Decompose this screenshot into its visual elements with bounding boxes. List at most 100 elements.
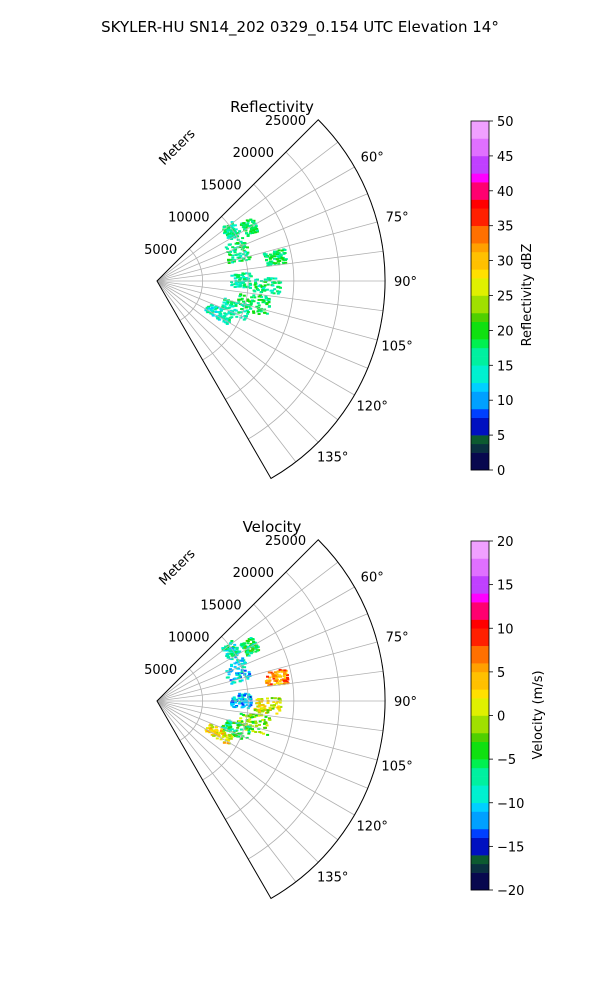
colorbar-tick-label: 35: [497, 220, 514, 235]
echo-pixel: [229, 641, 233, 644]
echo-pixel: [265, 681, 269, 684]
echo-pixel: [246, 233, 250, 236]
echo-pixel: [252, 310, 255, 313]
echo-pixel: [274, 702, 278, 705]
echo-pixel: [229, 230, 233, 233]
echo-pixel: [237, 299, 241, 302]
echo-pixel: [262, 709, 266, 712]
echo-pixel: [257, 727, 261, 730]
echo-pixel: [224, 321, 227, 324]
echo-pixel: [270, 256, 274, 259]
echo-pixel: [225, 722, 229, 724]
echo-pixel: [239, 254, 243, 257]
echo-pixel: [277, 705, 281, 708]
echo-pixel: [264, 721, 268, 724]
echo-pixel: [238, 259, 242, 262]
echo-pixel: [246, 677, 250, 680]
echo-pixel: [244, 315, 248, 318]
echo-pixel: [222, 741, 226, 744]
echo-pixel: [272, 277, 276, 280]
echo-pixel: [253, 707, 257, 710]
echo-pixel: [221, 304, 225, 307]
echo-pixel: [227, 739, 231, 742]
echo-pixel: [266, 711, 270, 714]
echo-pixel: [238, 246, 242, 248]
echo-pixel: [251, 647, 255, 650]
colorbar-tick-label: 45: [497, 150, 514, 165]
echo-pixel: [248, 282, 252, 285]
echo-pixel: [254, 282, 257, 284]
echo-pixel: [254, 724, 258, 727]
echo-pixel: [226, 656, 230, 659]
echo-pixel: [275, 673, 279, 676]
echo-pixel: [242, 300, 245, 303]
echo-pixel: [239, 712, 243, 715]
echo-pixel: [267, 301, 271, 303]
echo-pixel: [249, 704, 253, 707]
azimuth-spoke: [156, 700, 339, 841]
echo-pixel: [254, 646, 258, 649]
echo-pixel: [272, 706, 276, 708]
echo-pixel: [248, 274, 252, 277]
echo-pixel: [235, 253, 239, 256]
echo-pixel: [268, 261, 272, 264]
echo-pixel: [230, 652, 234, 655]
echo-pixel: [224, 303, 228, 306]
echo-pixel: [226, 654, 230, 657]
echo-pixel: [246, 222, 250, 225]
echo-pixel: [249, 701, 253, 704]
echo-pixel: [235, 315, 239, 318]
echo-pixel: [241, 695, 245, 698]
echo-pixel: [237, 735, 241, 738]
velocity-range-axis-label: Meters: [157, 546, 199, 588]
colorbar-tick-label: 30: [497, 255, 514, 270]
echo-pixel: [276, 700, 280, 703]
echo-pixel: [224, 726, 228, 729]
echo-pixel: [224, 723, 228, 726]
colorbar-segment: [471, 199, 489, 209]
echo-pixel: [240, 244, 244, 247]
velocity-title: Velocity: [243, 518, 302, 536]
echo-pixel: [233, 729, 237, 732]
echo-pixel: [249, 649, 253, 652]
echo-pixel: [237, 257, 241, 260]
echo-pixel: [231, 254, 235, 257]
echo-pixel: [219, 314, 223, 317]
echo-pixel: [242, 272, 246, 275]
echo-pixel: [249, 302, 253, 305]
echo-pixel: [263, 278, 267, 281]
reflectivity-colorbar-label: Reflectivity dBZ: [520, 244, 535, 347]
echo-pixel: [231, 733, 235, 736]
echo-pixel: [251, 713, 255, 716]
echo-pixel: [254, 285, 258, 288]
echo-pixel: [249, 230, 253, 233]
echo-pixel: [244, 650, 248, 653]
echo-pixel: [267, 680, 271, 683]
echo-pixel: [226, 317, 229, 320]
echo-pixel: [265, 312, 269, 315]
range-tick-label: 25000: [265, 534, 306, 549]
echo-pixel: [273, 281, 277, 284]
echo-pixel: [268, 257, 272, 260]
echo-pixel: [206, 727, 209, 730]
echo-pixel: [252, 642, 256, 645]
echo-pixel: [274, 680, 278, 682]
echo-pixel: [265, 288, 269, 291]
echo-pixel: [236, 242, 240, 245]
echo-pixel: [238, 252, 242, 255]
echo-pixel: [269, 683, 273, 686]
azimuth-spoke: [156, 166, 355, 282]
colorbar-segment: [471, 304, 489, 314]
echo-pixel: [248, 724, 252, 727]
colorbar-segment: [471, 680, 489, 690]
echo-pixel: [280, 678, 284, 681]
echo-pixel: [281, 258, 285, 261]
colorbar-segment: [471, 828, 489, 838]
colorbar-segment: [471, 558, 489, 568]
colorbar-segment: [471, 147, 489, 157]
echo-pixel: [241, 242, 244, 244]
echo-pixel: [268, 706, 272, 709]
colorbar-segment: [471, 155, 489, 165]
echo-pixel: [228, 723, 232, 726]
echo-pixel: [240, 720, 244, 723]
